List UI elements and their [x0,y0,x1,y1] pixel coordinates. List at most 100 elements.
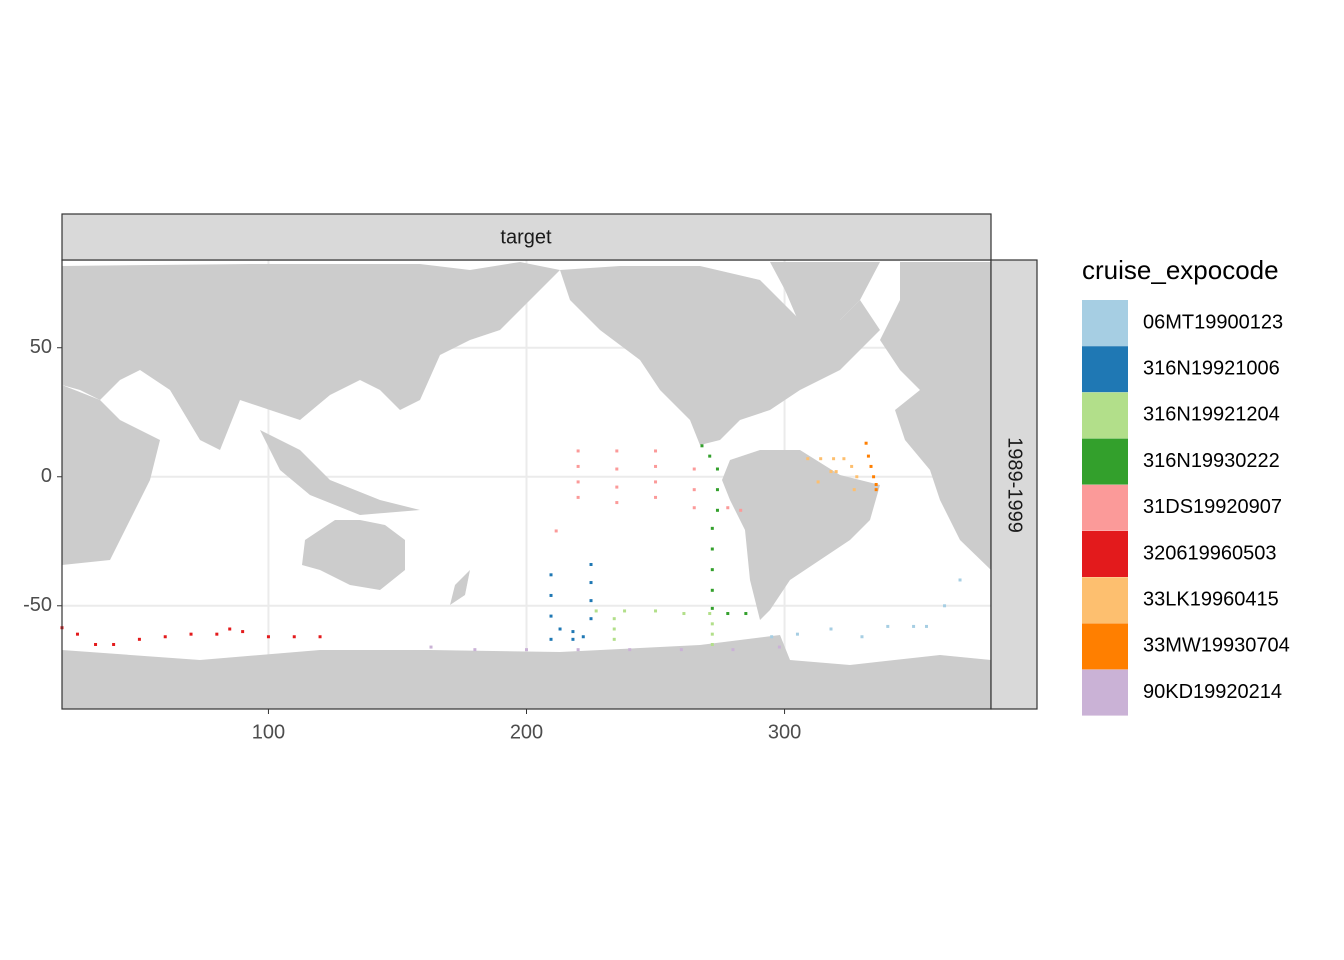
track-point [628,648,632,652]
strip-right-label: 1989-1999 [1004,437,1026,533]
track-point [912,624,916,628]
track-point [654,449,658,453]
track-point [692,467,696,471]
track-point [576,464,580,468]
track-point [654,464,658,468]
strip-top-label: target [500,226,552,248]
track-point [589,581,593,585]
legend-label: 316N19921204 [1143,404,1280,426]
track-point [571,630,575,634]
track-point [958,578,962,582]
track-point [834,470,838,474]
track-point [615,449,619,453]
land-nz [450,570,470,605]
track-point [710,606,714,610]
strip-right [990,259,1038,710]
track-point [710,588,714,592]
track-point [228,627,232,631]
track-point [692,506,696,510]
track-point [615,467,619,471]
legend-label: 33LK19960415 [1143,588,1279,610]
x-tick-label: 100 [252,721,285,743]
track-point [731,648,735,652]
track-point [137,637,141,641]
track-point [715,488,719,492]
track-point [829,470,833,474]
track-point [654,609,658,613]
track-point [872,475,876,479]
track-point [163,635,167,639]
land-seasia [260,430,420,515]
legend-key [1082,346,1128,393]
track-point [700,444,704,448]
y-tick-label: 50 [30,336,52,358]
track-point [806,457,810,461]
track-point [866,454,870,458]
track-point [266,635,270,639]
land-samerica [722,450,880,620]
track-point [581,635,585,639]
track-point [292,635,296,639]
track-point [318,635,322,639]
track-point [525,648,528,652]
track-point [623,609,627,613]
track-point [682,612,686,616]
track-point [710,568,714,572]
land-africa [62,385,160,565]
legend-label: 90KD19920214 [1143,681,1282,703]
y-tick-label: 0 [41,465,52,487]
track-point [886,624,890,628]
track-point [860,635,864,639]
track-point [726,612,730,616]
track-point [654,495,658,499]
track-point [777,645,781,649]
track-point [708,612,712,616]
track-point [819,457,823,461]
track-point [744,612,748,616]
track-point [654,480,658,484]
track-point [576,449,580,453]
land-australia [302,520,405,590]
track-point [864,441,868,445]
track-point [589,617,593,621]
legend-key [1082,669,1128,716]
track-point [549,593,553,597]
track-point [726,506,730,510]
track-point [612,627,616,631]
track-point [75,632,79,636]
legend-label: 06MT19900123 [1143,311,1283,333]
land-eurasia [62,262,560,450]
track-point [829,627,833,631]
track-point [795,632,799,636]
land [62,262,991,709]
track-point [473,648,477,652]
legend-label: 316N19921006 [1143,357,1280,379]
track-point [589,562,593,566]
track-point [571,637,575,641]
track-point [855,475,859,479]
land-namerica [560,266,880,445]
track-point [710,622,714,626]
track-point [710,526,714,530]
track-point [739,508,743,512]
track-point [94,642,98,646]
track-point [241,630,245,634]
legend-key [1082,531,1128,577]
track-point [708,454,712,458]
track-point [869,464,873,468]
legend-label: 320619960503 [1143,542,1276,564]
legend-key [1082,484,1128,531]
track-point [589,599,593,603]
track-point [215,632,219,636]
track-point [816,480,820,484]
strip-top [61,213,992,261]
track-point [850,464,854,468]
legend-key [1082,577,1128,624]
track-point [576,480,580,484]
track-point [576,648,580,652]
track-point [874,483,878,486]
land-greenland [770,262,880,330]
legend-label: 33MW19930704 [1143,635,1290,657]
marks [60,441,962,652]
